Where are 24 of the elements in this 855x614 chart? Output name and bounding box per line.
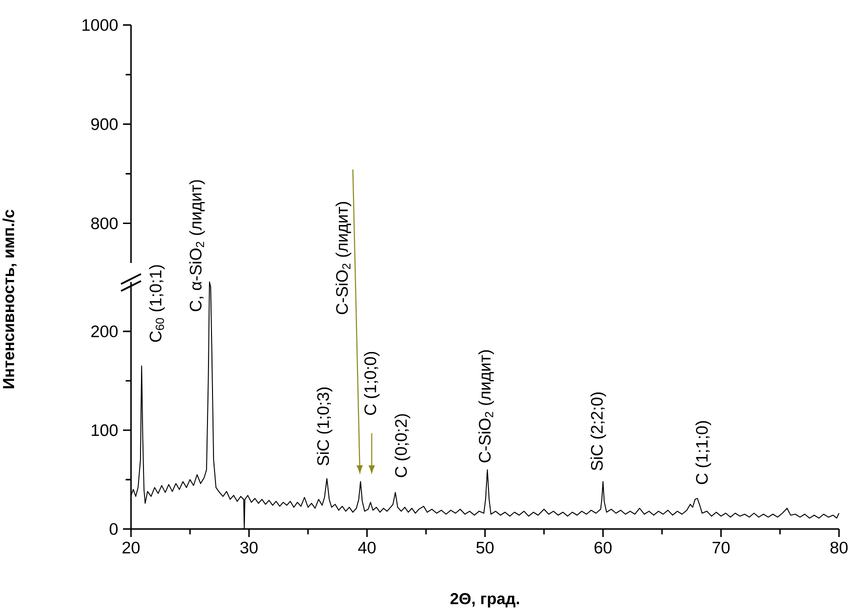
y-tick-label: 800	[91, 217, 118, 230]
annotation: C$_{60}$ (1;0;1)	[149, 265, 165, 342]
annotation: C-SiO$_{2}$ (лидит)	[478, 350, 494, 462]
y-tick-label: 200	[91, 326, 118, 338]
annotation: C (1;1;0)	[696, 421, 712, 484]
y-tick-label: 900	[91, 118, 118, 130]
y-tick-label: 0	[110, 523, 118, 535]
x-axis-title: 2Θ, град.	[450, 593, 519, 608]
x-tick-label: 50	[476, 542, 494, 554]
annotation: C-SiO$_{2}$ (лидит)	[336, 202, 352, 314]
y-tick-label: 100	[92, 424, 118, 436]
annotation: C, α-SiO$_{2}$ (лидит)	[189, 180, 205, 312]
x-tick-label: 20	[122, 542, 140, 554]
annotation: SiC (1;0;3)	[316, 388, 332, 466]
x-tick-label: 30	[240, 542, 258, 554]
annotation: C (1;0;0)	[364, 352, 380, 415]
annotation: C (0;0;2)	[394, 414, 410, 478]
y-axis-title: Интенсивность, имп./с	[2, 210, 17, 388]
y-tick-label: 1000	[82, 19, 118, 31]
annotation: SiC (2;2;0)	[590, 392, 606, 470]
x-tick-label: 60	[594, 542, 612, 554]
x-tick-label: 40	[358, 542, 376, 554]
x-tick-label: 70	[712, 542, 730, 554]
x-tick-label: 80	[830, 542, 848, 554]
